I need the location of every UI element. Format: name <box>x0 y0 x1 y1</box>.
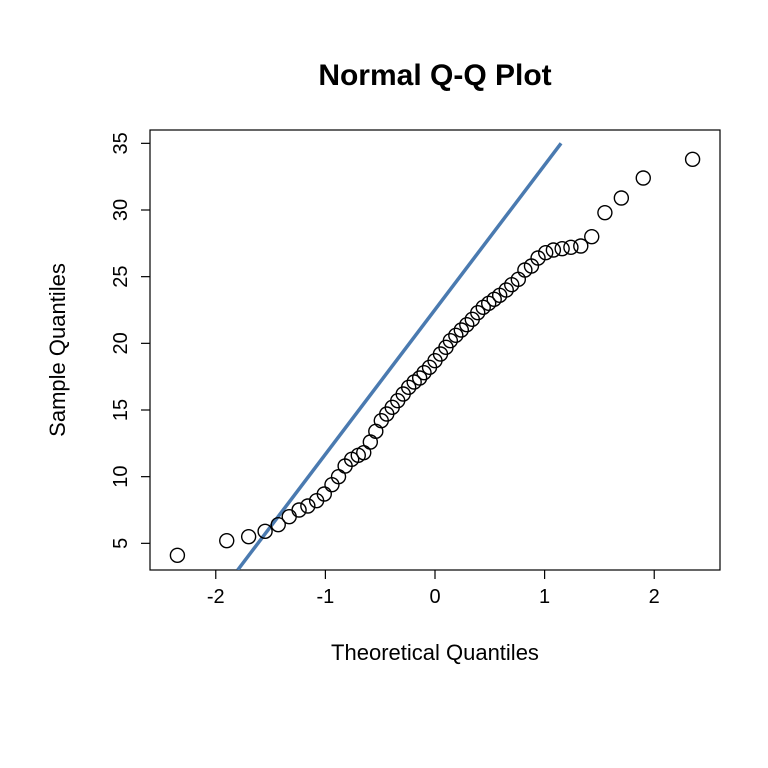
y-tick-label: 20 <box>110 332 132 354</box>
qq-plot-container: Normal Q-Q Plot -2 -1 0 1 2 Theoretical Quanti… <box>0 0 768 768</box>
y-tick-label: 5 <box>110 538 132 549</box>
y-tick-label: 30 <box>110 199 132 221</box>
y-axis-label: Sample Quantiles <box>45 263 70 437</box>
y-tick-label: 35 <box>110 132 132 154</box>
x-tick-label: -2 <box>207 586 225 608</box>
y-tick-label: 25 <box>110 266 132 288</box>
x-tick-label: 1 <box>539 586 550 608</box>
x-tick-label: -1 <box>316 586 334 608</box>
x-axis-label: Theoretical Quantiles <box>331 640 539 665</box>
x-tick-label: 2 <box>649 586 660 608</box>
chart-title: Normal Q-Q Plot <box>318 59 551 92</box>
y-tick-label: 10 <box>110 466 132 488</box>
y-tick-label: 15 <box>110 399 132 421</box>
x-tick-label: 0 <box>429 586 440 608</box>
qq-plot-svg: Normal Q-Q Plot -2 -1 0 1 2 Theoretical Quanti… <box>0 0 768 768</box>
